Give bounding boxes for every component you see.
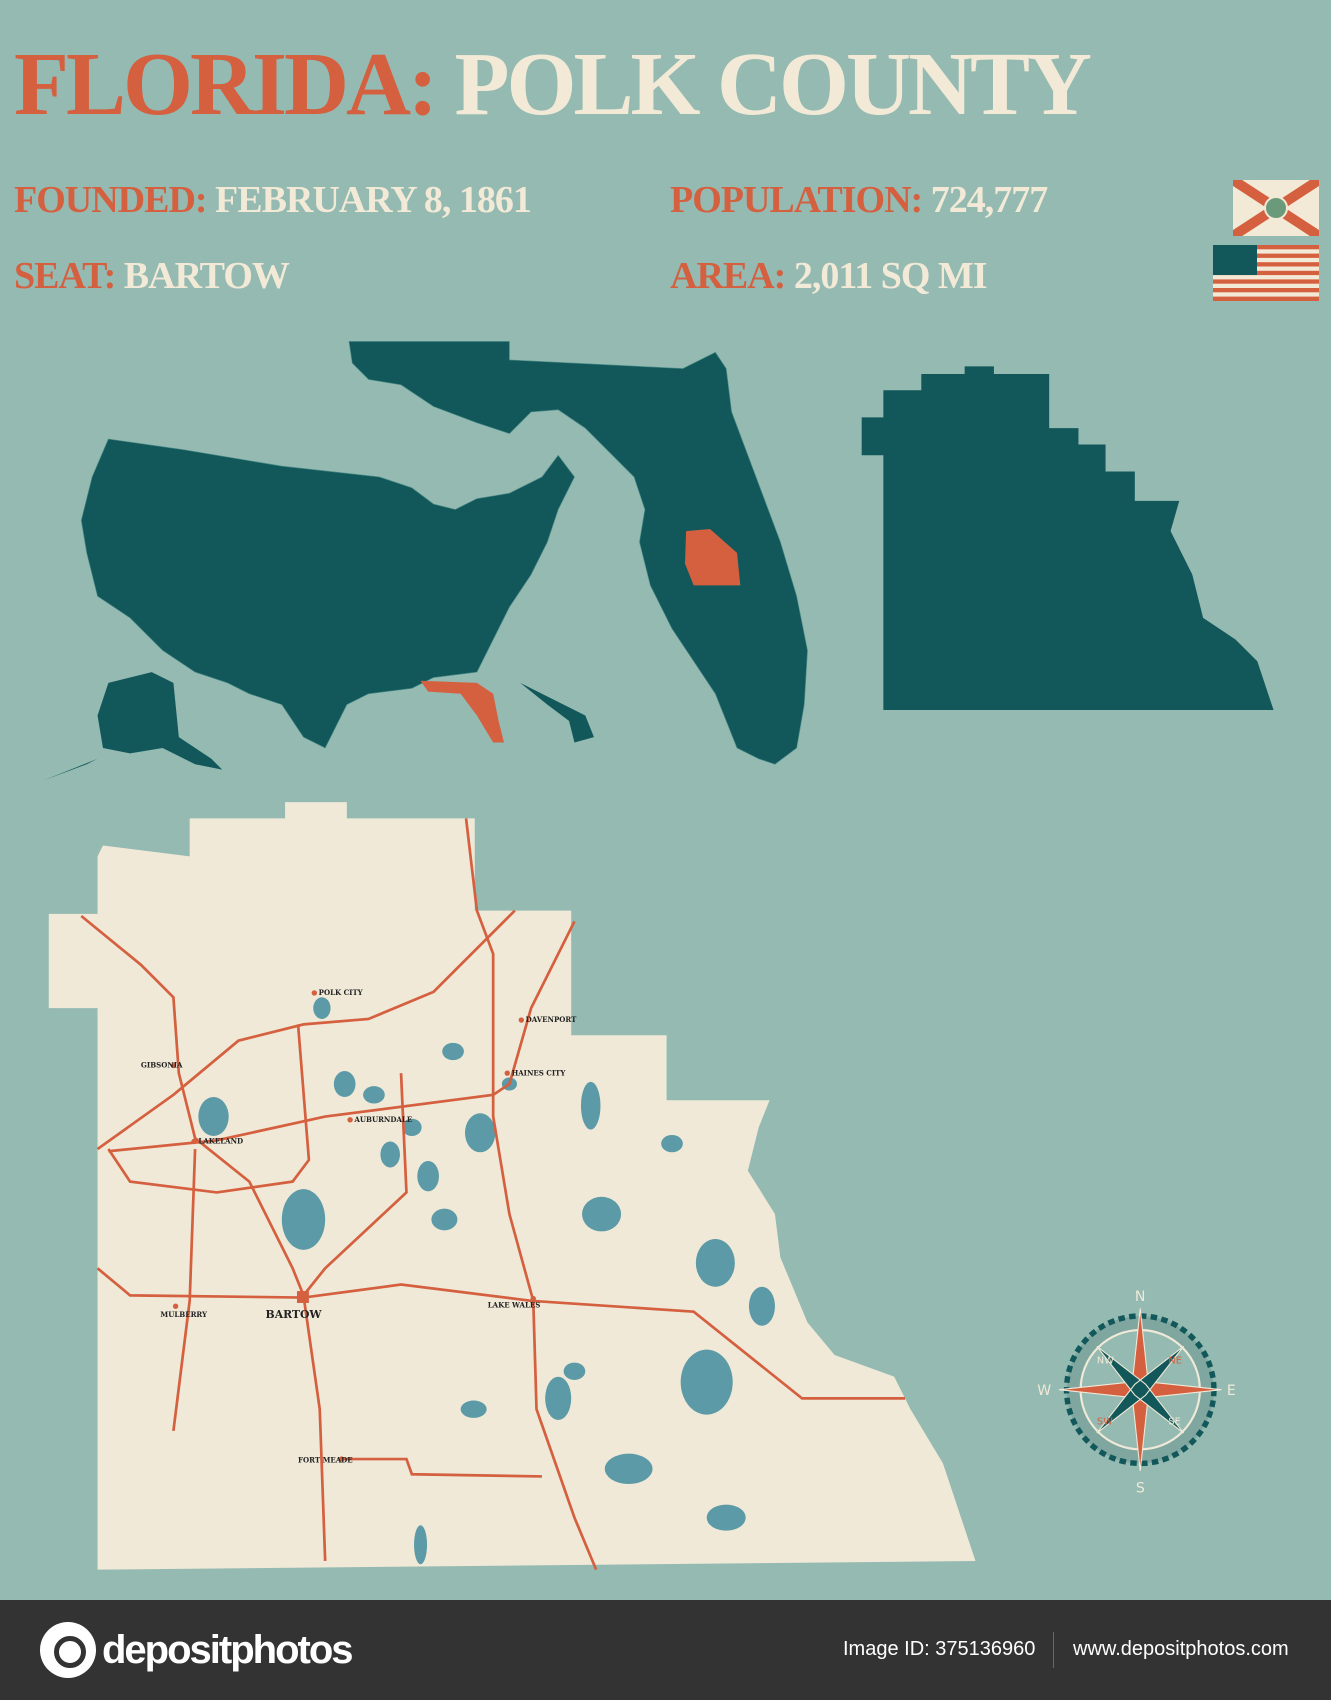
- city-polk-city: POLK CITY: [311, 988, 364, 997]
- roads: [80, 818, 906, 1571]
- population-line: POPULATION: 724,777: [670, 170, 1048, 230]
- svg-text:POLK CITY: POLK CITY: [319, 988, 364, 997]
- svg-text:GIBSONIA: GIBSONIA: [141, 1061, 183, 1070]
- city-bartow: BARTOW: [266, 1291, 323, 1321]
- founded-value: FEBRUARY 8, 1861: [215, 179, 532, 221]
- area-line: AREA: 2,011 SQ MI: [670, 246, 988, 306]
- footer-bar: depositphotos Image ID: 375136960 www.de…: [0, 1600, 1331, 1700]
- svg-text:BARTOW: BARTOW: [266, 1308, 323, 1321]
- florida-flag: [1233, 180, 1319, 236]
- city-auburndale: AUBURNDALE: [347, 1115, 412, 1124]
- compass-se: SE: [1168, 1416, 1180, 1427]
- alaska: [43, 672, 223, 781]
- polk-highlight: [685, 528, 741, 586]
- area-label: AREA:: [670, 255, 786, 297]
- florida-map: [348, 341, 808, 765]
- polk-county-silhouette: [861, 366, 1274, 711]
- city-gibsonia: GIBSONIA: [141, 1061, 183, 1070]
- city-markers: POLK CITY DAVENPORT GIBSONIA HAINES CITY…: [141, 988, 577, 1464]
- compass-rose: N S E W NE NW SE SW: [1037, 1289, 1236, 1497]
- compass-s: S: [1136, 1481, 1145, 1497]
- footer-divider: [1053, 1632, 1054, 1668]
- svg-text:LAKE WALES: LAKE WALES: [488, 1300, 541, 1309]
- compass-e: E: [1227, 1383, 1236, 1399]
- svg-text:FORT MEADE: FORT MEADE: [298, 1455, 353, 1464]
- usa-map: [80, 438, 575, 749]
- svg-text:AUBURNDALE: AUBURNDALE: [353, 1115, 412, 1124]
- compass-w: W: [1037, 1383, 1051, 1399]
- population-label: POPULATION:: [670, 179, 923, 221]
- svg-text:MULBERRY: MULBERRY: [160, 1310, 208, 1319]
- polk-county-map: [48, 802, 976, 1570]
- founded-label: FOUNDED:: [14, 179, 208, 221]
- compass-n: N: [1135, 1289, 1146, 1305]
- svg-text:DAVENPORT: DAVENPORT: [526, 1015, 577, 1024]
- seat-line: SEAT: BARTOW: [14, 246, 290, 306]
- compass-nw: NW: [1097, 1356, 1114, 1367]
- city-lake-wales: LAKE WALES: [488, 1295, 541, 1309]
- population-value: 724,777: [930, 179, 1048, 221]
- compass-sw: SW: [1097, 1416, 1113, 1427]
- city-fort-meade: FORT MEADE: [298, 1455, 353, 1464]
- map-canvas: POLK CITY DAVENPORT GIBSONIA HAINES CITY…: [43, 341, 1274, 1571]
- city-mulberry: MULBERRY: [160, 1303, 208, 1319]
- svg-text:LAKELAND: LAKELAND: [198, 1137, 243, 1146]
- seat-value: BARTOW: [123, 255, 290, 297]
- compass-ne: NE: [1168, 1356, 1181, 1367]
- depositphotos-logo[interactable]: depositphotos: [40, 1622, 354, 1678]
- site-url[interactable]: www.depositphotos.com: [1073, 1638, 1289, 1660]
- founded-line: FOUNDED: FEBRUARY 8, 1861: [14, 170, 532, 230]
- title-county: POLK COUNTY: [454, 35, 1093, 134]
- logo-text: depositphotos: [102, 1627, 354, 1672]
- lakes: [198, 997, 775, 1565]
- page-title: FLORIDA: POLK COUNTY: [14, 20, 1093, 150]
- florida-highlight: [420, 680, 505, 743]
- area-value: 2,011 SQ MI: [793, 255, 988, 297]
- seat-label: SEAT:: [14, 255, 116, 297]
- image-id: Image ID: 375136960: [843, 1638, 1036, 1660]
- city-davenport: DAVENPORT: [518, 1015, 577, 1024]
- usa-flag: [1213, 245, 1319, 301]
- camera-icon: [40, 1622, 96, 1678]
- svg-text:HAINES CITY: HAINES CITY: [512, 1068, 567, 1077]
- city-lakeland: LAKELAND: [191, 1137, 243, 1146]
- hawaii: [520, 682, 594, 743]
- city-haines-city: HAINES CITY: [504, 1068, 567, 1077]
- title-state: FLORIDA:: [14, 35, 438, 134]
